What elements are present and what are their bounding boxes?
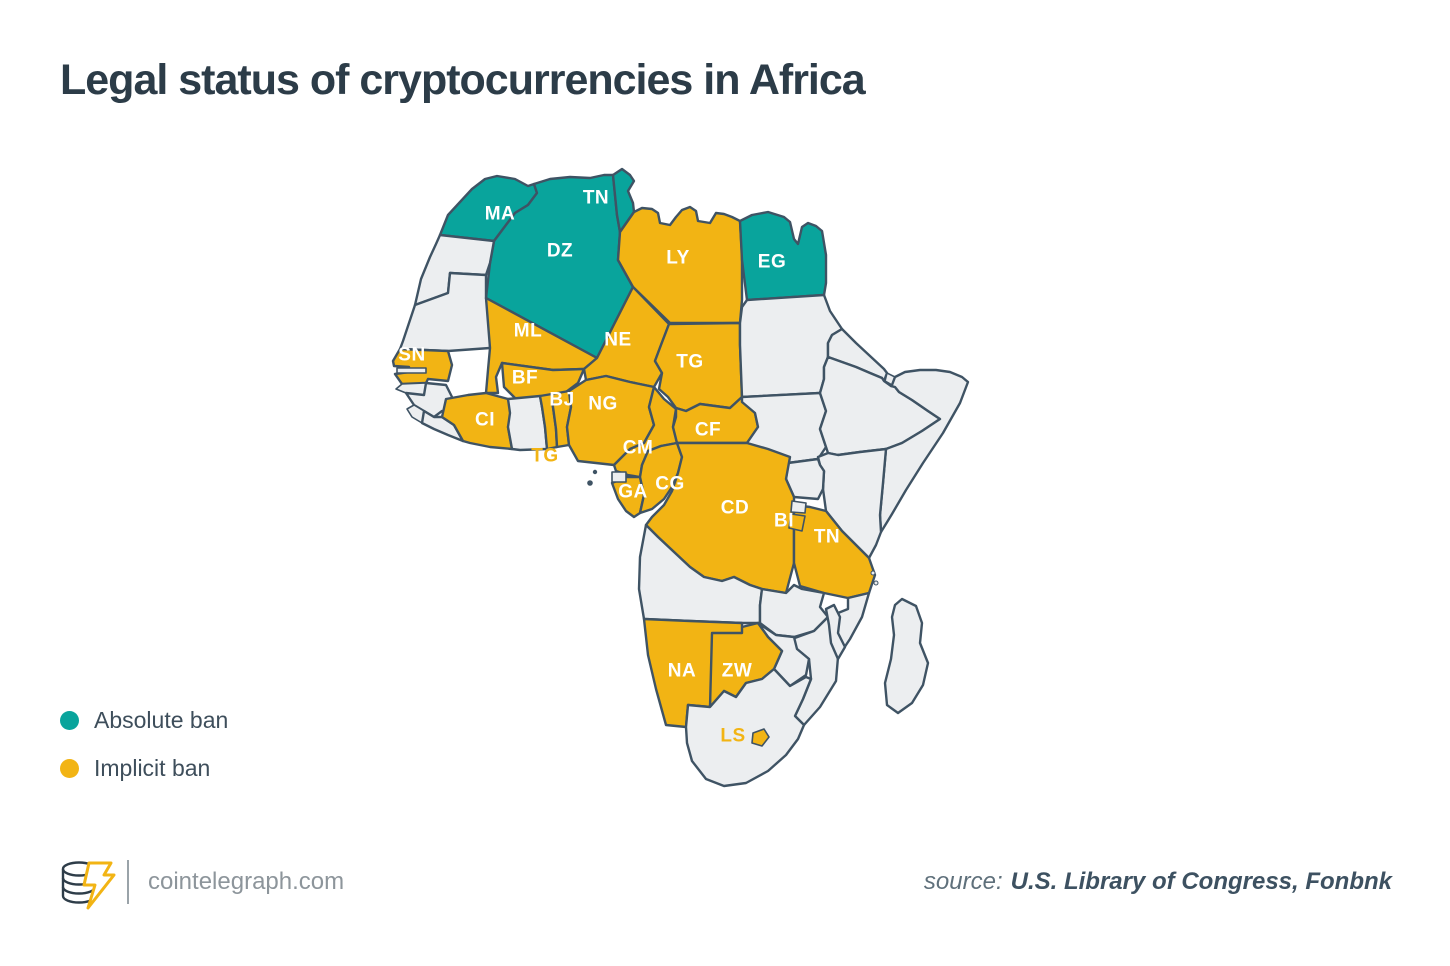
country-burundi	[788, 513, 806, 532]
country-label-chad: TG	[676, 352, 703, 373]
country-rwanda	[790, 500, 807, 514]
country-niger	[582, 285, 671, 389]
country-south-africa	[684, 667, 813, 788]
island-icon	[870, 570, 876, 576]
country-label-namibia: NA	[668, 661, 696, 682]
legend-item-implicit-ban: Implicit ban	[60, 744, 228, 792]
legend: Absolute ban Implicit ban	[60, 696, 228, 792]
page-title: Legal status of cryptocurrencies in Afri…	[60, 56, 866, 104]
country-label-benin: BJ	[549, 390, 574, 411]
legend-label-absolute-ban: Absolute ban	[94, 706, 229, 733]
country-label-senegal: SN	[398, 345, 425, 366]
country-label-algeria: DZ	[547, 241, 573, 262]
country-label-libya: LY	[666, 248, 690, 269]
country-equatorial-guinea	[611, 471, 627, 483]
country-label-cameroon: CM	[623, 438, 654, 459]
country-madagascar	[883, 597, 930, 715]
country-label-cote-divoire: CI	[475, 410, 495, 431]
source-text: U.S. Library of Congress, Fonbnk	[1010, 868, 1392, 895]
legend-label-implicit-ban: Implicit ban	[94, 754, 211, 781]
island-icon	[592, 469, 598, 475]
country-tunisia	[611, 167, 636, 234]
country-label-nigeria: NG	[588, 394, 618, 415]
island-icon	[873, 580, 879, 586]
country-label-mali: ML	[514, 321, 542, 342]
country-label-tanzania: TN	[814, 527, 840, 548]
country-label-lesotho: LS	[720, 726, 745, 747]
country-label-gabon: GA	[618, 482, 648, 503]
africa-map: MA DZ TN LY EG SN ML BF NE TG CI TG BJ NG CM CF GA CG CD TN…	[391, 167, 970, 788]
country-label-central-african-republic: CF	[695, 420, 721, 441]
country-malawi	[824, 603, 847, 661]
country-label-botswana: ZW	[722, 661, 753, 682]
country-label-togo: TG	[531, 446, 558, 467]
island-icon	[587, 480, 593, 486]
country-label-congo: CG	[655, 474, 685, 495]
country-label-egypt: EG	[758, 252, 786, 273]
site-credit: cointelegraph.com	[148, 868, 345, 895]
source-prefix: source:	[923, 868, 1003, 895]
footer-divider	[127, 860, 129, 904]
country-label-dr-congo: CD	[721, 498, 749, 519]
country-tanzania	[792, 503, 877, 600]
cointelegraph-logo	[61, 861, 116, 910]
country-sierra-leone	[406, 404, 425, 424]
country-label-niger: NE	[604, 330, 631, 351]
country-gambia	[396, 367, 427, 374]
country-label-morocco: MA	[485, 204, 516, 225]
country-lesotho	[751, 728, 770, 747]
country-label-tunisia: TN	[583, 188, 609, 209]
lightning-bolt-icon	[82, 861, 116, 910]
legend-item-absolute-ban: Absolute ban	[60, 696, 228, 744]
footer: cointelegraph.com source: U.S. Library of…	[0, 852, 1450, 912]
country-label-burkina-faso: BF	[512, 368, 538, 389]
country-label-burundi: BI	[774, 511, 794, 532]
legend-swatch-absolute-ban	[60, 710, 79, 730]
source-credit: source: U.S. Library of Congress, Fonbnk	[924, 852, 1392, 912]
legend-swatch-implicit-ban	[60, 758, 79, 778]
